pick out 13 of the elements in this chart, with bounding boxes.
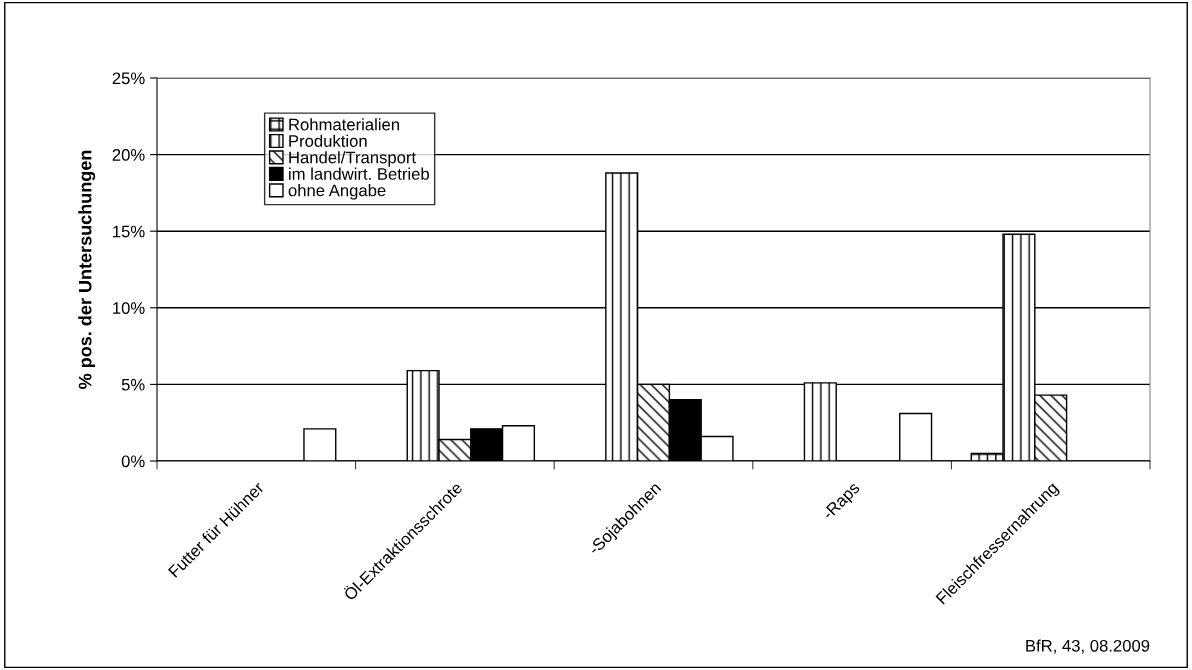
text: BfR, 43, 08.2009 xyxy=(1026,639,1150,654)
y-tick-label: 0% xyxy=(121,455,145,468)
legend-label: Rohmaterialien xyxy=(289,118,399,131)
y-tick-label: 5% xyxy=(121,378,145,391)
y-tick-label: 20% xyxy=(112,149,145,161)
legend-label: ohne Angabe xyxy=(288,184,386,200)
y-axis-title: % pos. der Untersuchungen xyxy=(78,150,96,389)
legend-label: Produktion xyxy=(289,134,367,147)
y-tick-label: 10% xyxy=(113,302,145,314)
legend-label: Handel/Transport xyxy=(289,151,416,167)
legend-label: im landwirt. Betrieb xyxy=(289,167,429,180)
y-tick-label: 25% xyxy=(112,72,145,85)
y-tick-label: 15% xyxy=(113,225,145,238)
